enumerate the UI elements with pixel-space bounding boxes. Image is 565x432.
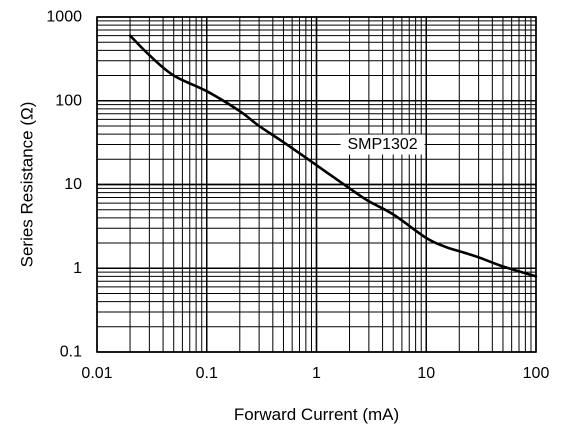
y-axis-title: Series Resistance (Ω) [18,102,37,268]
series-layer [128,34,538,278]
y-tick-label: 1 [73,260,82,277]
plot-frame [96,16,537,353]
tick-labels: 0.01 0.1 1 10 100 0.1 1 10 100 1000 [46,9,549,383]
grid [96,16,537,353]
annotation-background [340,134,425,155]
series-line [128,34,538,278]
y-tick-label: 10 [64,176,82,193]
y-tick-label: 0.1 [60,344,82,361]
y-tick-label: 100 [55,92,82,109]
y-tick-label: 1000 [46,9,82,26]
x-axis-title: Forward Current (mA) [234,405,399,424]
x-tick-label: 1 [312,365,321,382]
series-annotation: SMP1302 [340,134,425,155]
x-tick-label: 10 [417,365,435,382]
x-tick-label: 0.1 [196,365,218,382]
x-tick-label: 100 [523,365,550,382]
series-label: SMP1302 [347,136,417,153]
x-tick-label: 0.01 [81,365,112,382]
